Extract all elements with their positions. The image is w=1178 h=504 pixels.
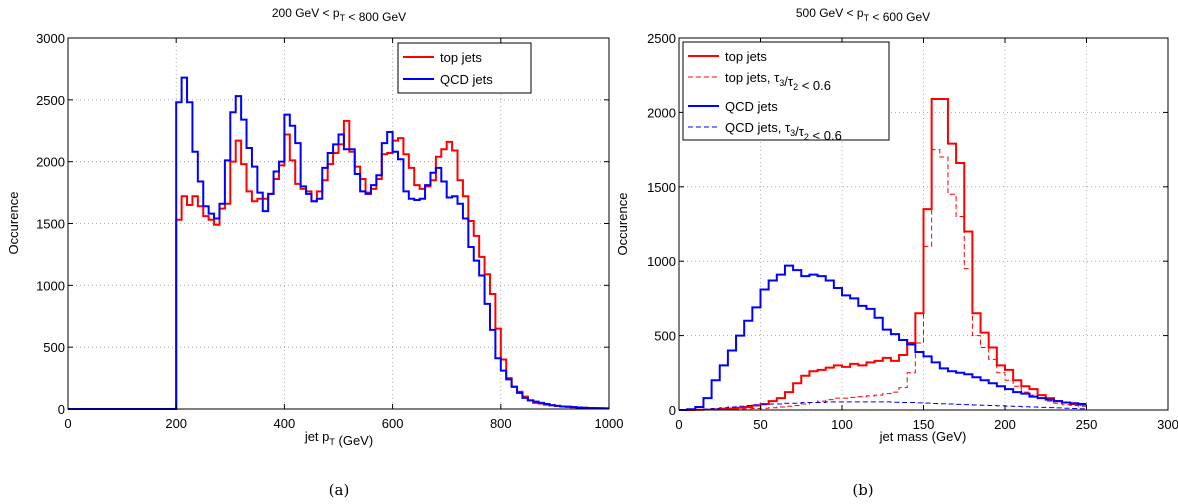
panel-a-plot-area [68,38,609,409]
y-tick-label: 3000 [36,31,65,46]
panel-b-legend: top jets top jets, τ3/τ2 < 0.6 QCD jets QCD… [682,41,890,143]
y-tick-label: 2500 [647,31,676,46]
panel-a-legend: top jets QCD jets [397,42,532,94]
series-2-line [679,149,1087,411]
series-1-line [679,98,1087,411]
series-4-line [679,401,1087,411]
x-tick-label: 0 [64,416,71,431]
x-tick-label: 150 [913,417,935,432]
panel-a-title: 200 GeV < pT < 800 GeV [272,6,406,24]
panel-b-ylabel: Occurence [615,193,630,256]
x-tick-label: 1000 [595,416,624,431]
y-tick-label: 1000 [36,278,65,293]
y-tick-label: 0 [669,403,676,418]
panel-b-series [679,98,1087,411]
x-tick-label: 200 [994,417,1016,432]
x-tick-label: 300 [1157,417,1178,432]
panel-b: 500 GeV < pT < 600 GeV 0 50 100 150 200 250 30… [615,6,1178,499]
panel-b-xlabel: jet mass (GeV) [879,429,967,444]
series-3-line [679,264,1087,411]
legend-box [397,42,532,94]
panel-a-ylabel: Occurence [6,192,21,255]
x-tick-label: 250 [1076,417,1098,432]
legend-label: top jets [440,50,482,65]
legend-label: top jets [725,49,767,64]
panel-a: 200 GeV < pT < 800 GeV 0 200 400 600 800 1000… [6,6,623,499]
panel-b-title: 500 GeV < pT < 600 GeV [796,6,930,24]
x-tick-label: 400 [274,416,296,431]
legend-box [682,41,890,141]
y-tick-label: 0 [58,402,65,417]
panel-a-xlabel: jet pT (GeV) [304,429,373,448]
x-tick-label: 0 [675,417,682,432]
y-tick-label: 1000 [647,254,676,269]
y-tick-label: 500 [43,340,65,355]
panel-a-caption: (a) [329,481,350,499]
x-tick-label: 50 [753,417,767,432]
legend-label: QCD jets [440,72,493,87]
panel-b-caption: (b) [852,481,873,499]
y-tick-label: 2500 [36,93,65,108]
legend-label: QCD jets [725,99,778,114]
x-tick-label: 600 [382,416,404,431]
panel-a-ticks: 0 200 400 600 800 1000 0 500 1000 1500 2000 2500 300… [36,31,623,431]
legend-label: top jets, τ3/τ2 < 0.6 [725,70,831,93]
x-tick-label: 100 [831,417,853,432]
panel-b-ticks: 0 50 100 150 200 250 300 0 500 1000 1500 2000 2500 [647,31,1178,432]
y-tick-label: 1500 [36,217,65,232]
y-tick-label: 2000 [36,155,65,170]
y-tick-label: 1500 [647,180,676,195]
y-tick-label: 500 [654,329,676,344]
x-tick-label: 200 [165,416,187,431]
series-2-line [68,76,609,410]
legend-label: QCD jets, τ3/τ2 < 0.6 [725,120,842,143]
x-tick-label: 800 [490,416,512,431]
y-tick-label: 2000 [647,105,676,120]
panel-a-series [68,76,609,410]
